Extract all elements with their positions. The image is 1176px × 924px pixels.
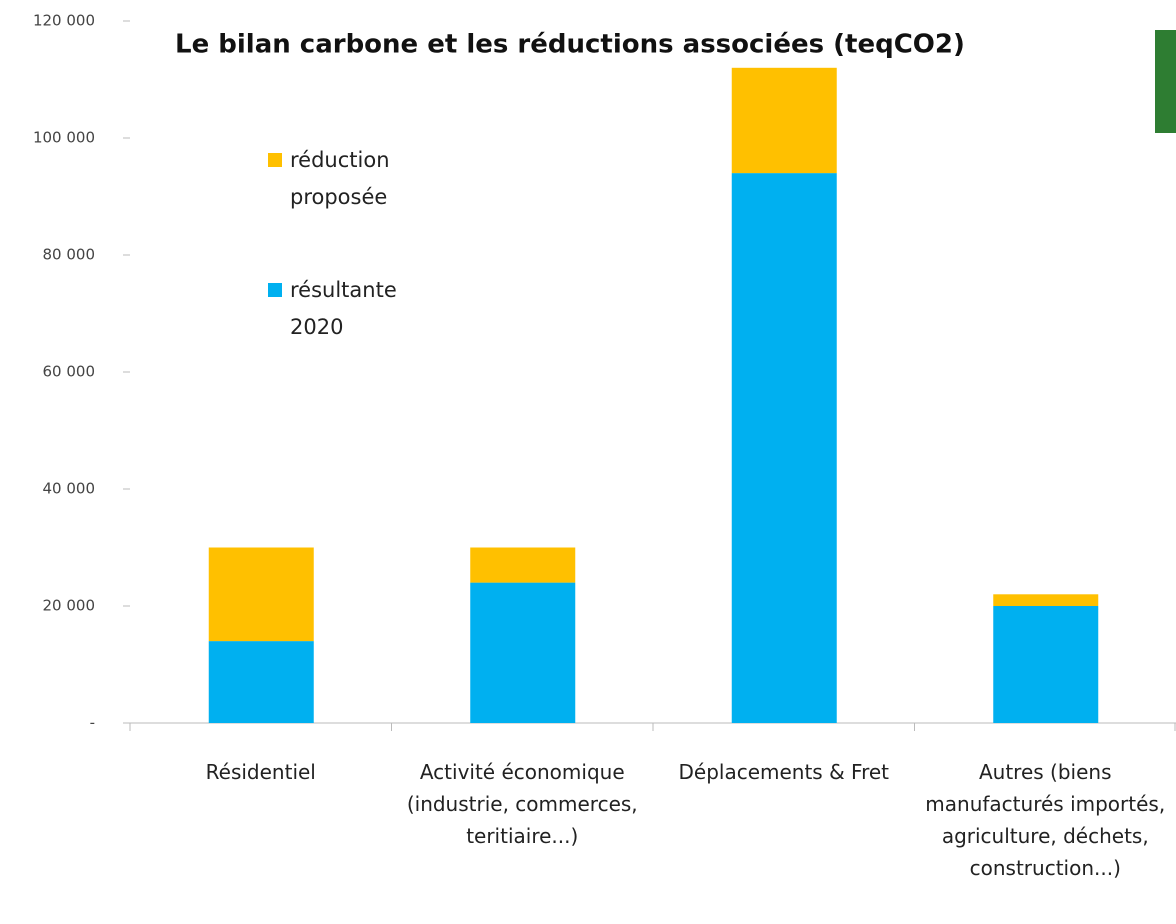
x-tick-label: Déplacements & Fret <box>678 760 890 784</box>
legend-label: réduction proposée <box>290 148 390 209</box>
bar-segment <box>731 67 837 174</box>
x-tick-label: Résidentiel <box>205 760 316 784</box>
y-tick-label: - <box>90 714 95 732</box>
y-tick-label: 80 000 <box>43 246 96 264</box>
y-tick-label: 120 000 <box>33 12 95 30</box>
bar-segment <box>993 606 1099 723</box>
bar-segment <box>993 594 1099 606</box>
legend-label: résultante 2020 <box>290 278 397 339</box>
bar-segment <box>208 641 314 723</box>
bar-segment <box>470 547 576 583</box>
legend-swatch <box>268 153 282 167</box>
legend-item: résultante 2020 <box>268 272 420 346</box>
legend-swatch <box>268 283 282 297</box>
y-tick-label: 100 000 <box>33 129 95 147</box>
y-tick-label: 20 000 <box>43 597 96 615</box>
bar-segment <box>470 582 576 723</box>
bar-segment <box>208 547 314 642</box>
x-tick-label: Autres (biens manufacturés importés, agr… <box>925 760 1166 880</box>
x-tick-label: Activité économique (industrie, commerce… <box>406 760 638 848</box>
y-tick-label: 40 000 <box>43 480 96 498</box>
y-tick-label: 60 000 <box>43 363 96 381</box>
green-block <box>1155 30 1176 133</box>
bar-segment <box>731 173 837 724</box>
legend-item: réduction proposée <box>268 142 420 216</box>
chart-title: Le bilan carbone et les réductions assoc… <box>175 30 965 60</box>
